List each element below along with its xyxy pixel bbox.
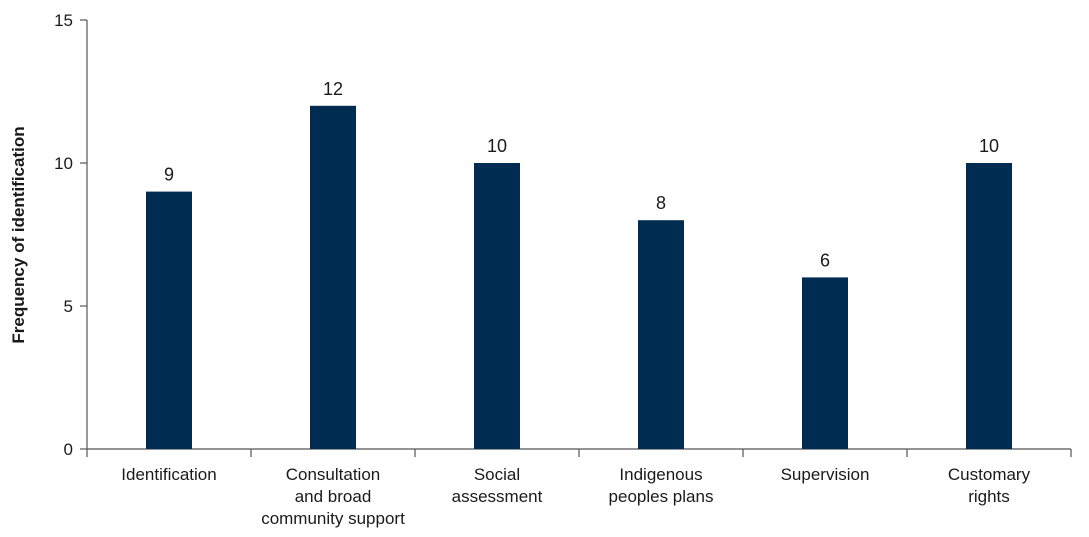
bar xyxy=(966,163,1012,449)
y-tick-label: 15 xyxy=(54,11,73,30)
category-label: Identification xyxy=(121,465,216,484)
bar xyxy=(802,277,848,449)
category-label: Social assessment xyxy=(452,465,543,506)
bars xyxy=(146,105,1012,450)
data-label: 12 xyxy=(323,79,343,99)
y-tick-label: 10 xyxy=(54,154,73,173)
data-label: 10 xyxy=(979,136,999,156)
y-ticks: 0 5 10 15 xyxy=(54,11,87,459)
y-tick-label: 0 xyxy=(64,440,73,459)
data-labels: 9 12 10 8 6 10 xyxy=(164,79,999,271)
axes xyxy=(86,20,1071,450)
category-label: Consultation and broad community support xyxy=(261,465,405,528)
bar xyxy=(310,105,356,450)
category-label: Customary rights xyxy=(948,465,1031,506)
bar xyxy=(474,163,520,449)
x-ticks xyxy=(86,449,1072,457)
category-labels: Identification Consultation and broad commu… xyxy=(121,465,1030,528)
data-label: 8 xyxy=(656,193,666,213)
data-label: 10 xyxy=(487,136,507,156)
data-label: 9 xyxy=(164,165,174,185)
y-tick-label: 5 xyxy=(64,297,73,316)
y-axis-title: Frequency of identification xyxy=(9,126,28,343)
category-label: Supervision xyxy=(781,465,870,484)
category-label: Indigenous peoples plans xyxy=(609,465,714,506)
bar xyxy=(638,220,684,449)
bar xyxy=(146,191,192,449)
data-label: 6 xyxy=(820,250,830,270)
